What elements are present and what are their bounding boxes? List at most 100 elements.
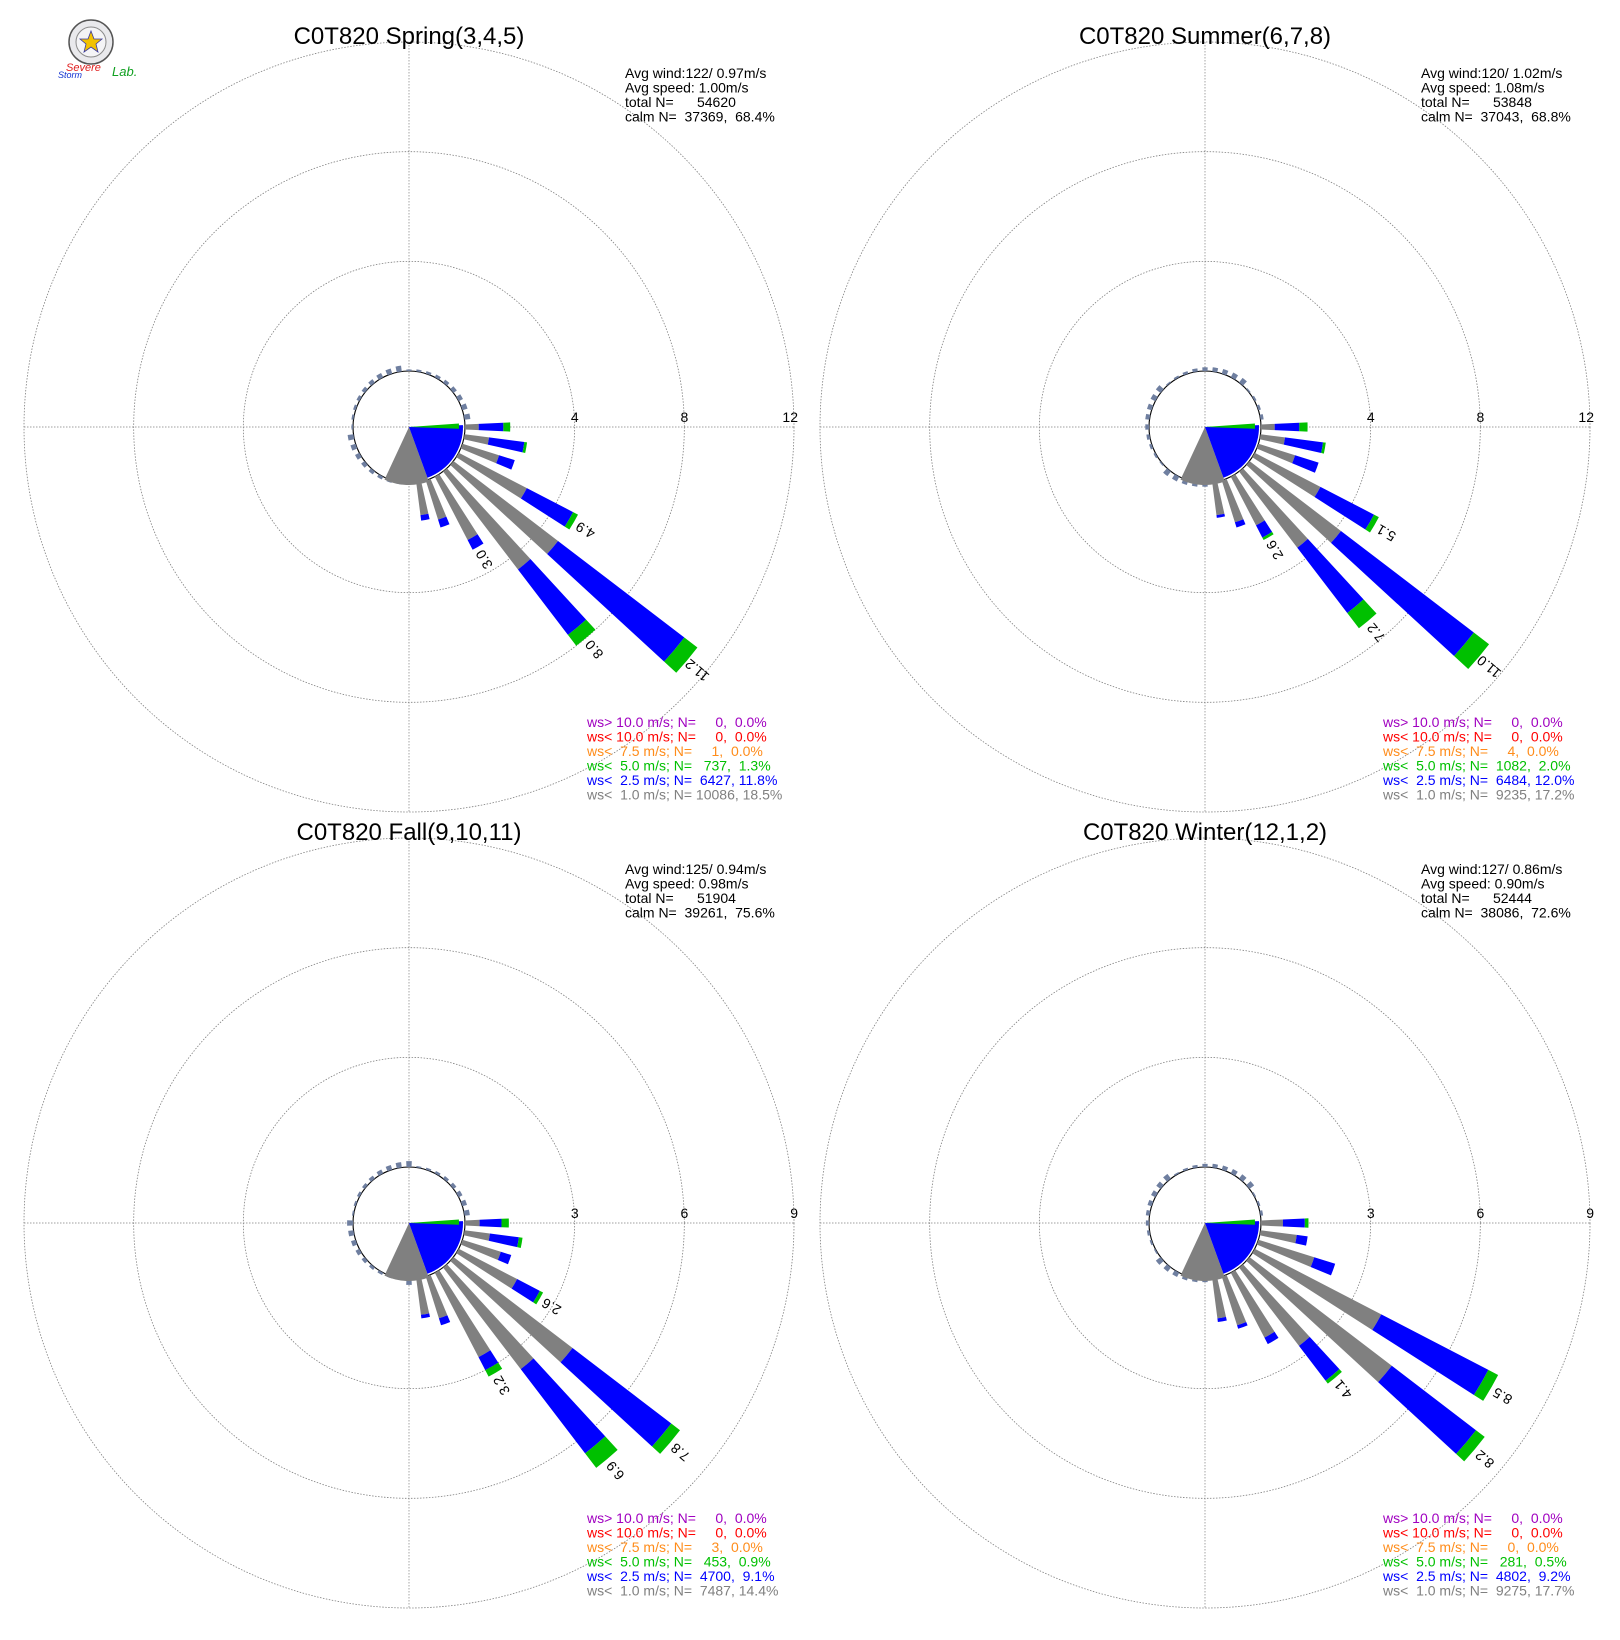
sector-bar-lt5 <box>1347 599 1377 629</box>
sector-total-label: 4.1 <box>1330 1377 1355 1402</box>
sector-bar-lt2p5 <box>1282 1218 1305 1228</box>
stat-line: calm N= 39261, 75.6% <box>625 905 775 921</box>
sector-total-label: 6.9 <box>603 1458 628 1483</box>
sector-stub <box>416 369 422 373</box>
sector-stub <box>1155 385 1164 393</box>
sector-stub <box>1212 367 1219 373</box>
sector-stub <box>1182 1167 1189 1172</box>
sector-bar-lt2p5 <box>478 1350 499 1371</box>
sector-bar-lt2p5 <box>1237 1321 1248 1329</box>
center-fan-green <box>409 1219 459 1225</box>
sector-stub <box>1145 1220 1150 1226</box>
sector-stub <box>347 434 355 441</box>
sector-stub <box>1146 434 1151 440</box>
sector-stub <box>1150 393 1158 402</box>
sector-stub <box>460 1199 468 1207</box>
sector-bar-lt2p5 <box>496 455 515 470</box>
sector-bar-lt2p5 <box>1372 1314 1489 1395</box>
stat-line: calm N= 37043, 68.8% <box>1421 109 1571 125</box>
sector-bar-lt1 <box>1212 481 1225 516</box>
sector-stub <box>355 1248 362 1256</box>
sector-bar-lt1 <box>463 434 490 445</box>
sector-total-label: 2.6 <box>1263 537 1287 562</box>
stat-line: calm N= 38086, 72.6% <box>1421 905 1571 921</box>
sector-stub <box>368 379 375 386</box>
sector-bar-lt5 <box>1456 1430 1485 1462</box>
sector-stub <box>377 1270 384 1276</box>
panel-title: C0T820 Fall(9,10,11) <box>297 819 522 846</box>
sector-bar-lt1 <box>1256 1239 1315 1267</box>
stat-line: total N= 53848 <box>1421 94 1532 110</box>
sector-stub <box>1252 395 1257 402</box>
sector-bar-lt5 <box>517 1237 523 1248</box>
sector-stub <box>450 1182 457 1189</box>
calm-fan <box>384 427 429 485</box>
legend-entry: ws< 5.0 m/s; N= 453, 0.9% <box>586 1554 771 1570</box>
sector-bar-lt2p5 <box>1264 1331 1279 1345</box>
sector-stub <box>1145 1209 1151 1216</box>
sector-bar-lt5 <box>1325 1369 1342 1384</box>
sector-bar-lt5 <box>585 1436 618 1468</box>
legend-entry: ws< 7.5 m/s; N= 4, 0.0% <box>1382 743 1559 759</box>
sector-stub <box>1146 1230 1151 1236</box>
panel-title: C0T820 Spring(3,4,5) <box>294 23 525 50</box>
sector-stub <box>377 474 384 480</box>
calm-fan <box>384 1223 429 1281</box>
sector-bar-lt2p5 <box>517 559 587 635</box>
ring-label: 8 <box>1477 409 1485 425</box>
sector-bar-lt1 <box>416 1277 430 1315</box>
sector-bar-lt5 <box>567 619 596 646</box>
sector-stub <box>434 374 441 380</box>
legend-entry: ws< 5.0 m/s; N= 281, 0.5% <box>1382 1554 1567 1570</box>
sector-stub <box>1171 474 1180 482</box>
windrose-panel-4: 3 6 9 8.5 8.2 4.1 C0T820 Winter(12,1,2) Avg win… <box>819 819 1594 1609</box>
sector-stub <box>1259 414 1264 420</box>
sector-stub <box>376 1169 384 1176</box>
legend-entry: ws< 5.0 m/s; N= 737, 1.3% <box>586 758 771 774</box>
sector-stub <box>351 414 355 420</box>
sector-bar-lt2p5 <box>520 1358 606 1454</box>
sector-bar-lt1 <box>1252 452 1321 498</box>
sector-stub <box>355 452 362 460</box>
legend-entry: ws< 7.5 m/s; N= 0, 0.0% <box>1382 1539 1559 1555</box>
center-fan-green <box>409 423 459 429</box>
legend-entry: ws< 2.5 m/s; N= 6427, 11.8% <box>586 772 777 788</box>
sector-bar-lt1 <box>425 478 447 520</box>
center-fan <box>1205 1221 1260 1274</box>
sector-stub <box>1156 1181 1164 1189</box>
sector-bar-lt1 <box>443 1264 534 1370</box>
sector-bar-lt1 <box>1259 434 1286 445</box>
sector-total-label: 4.9 <box>573 518 598 542</box>
stat-line: Avg wind:125/ 0.94m/s <box>625 861 766 877</box>
stat-line: total N= 52444 <box>1421 890 1532 906</box>
sector-stub <box>347 1220 354 1226</box>
sector-stub <box>463 413 471 420</box>
sector-bar-lt2p5 <box>1256 520 1273 538</box>
sector-stub <box>406 369 412 372</box>
sector-bar-lt1 <box>1239 1264 1310 1346</box>
sector-stub <box>1163 468 1171 477</box>
sector-stub <box>450 386 457 393</box>
legend-entry: ws< 5.0 m/s; N= 1082, 2.0% <box>1382 758 1571 774</box>
sector-stub <box>1153 452 1158 459</box>
sector-stub <box>1256 1200 1261 1207</box>
sector-stub <box>1202 1163 1208 1168</box>
sector-stub <box>1146 403 1154 411</box>
legend-entry: ws< 2.5 m/s; N= 6484, 12.0% <box>1382 772 1574 788</box>
sector-bar-lt1 <box>1246 1257 1392 1383</box>
sector-stub <box>1155 1257 1164 1265</box>
sector-stub <box>1174 1171 1180 1176</box>
sector-bar-lt1 <box>464 423 479 431</box>
logo-star-icon <box>78 29 104 53</box>
legend-entry: ws> 10.0 m/s; N= 0, 0.0% <box>586 1510 767 1526</box>
ring-label: 3 <box>1367 1205 1375 1221</box>
sector-bar-lt2p5 <box>560 1348 672 1447</box>
sector-stub <box>1202 367 1208 372</box>
sector-stub <box>1221 368 1229 376</box>
sector-stub <box>395 1162 402 1169</box>
logo-text-storm: Storm <box>58 70 83 80</box>
legend-entry: ws< 2.5 m/s; N= 4802, 9.2% <box>1382 1568 1571 1584</box>
sector-stub <box>1182 371 1189 376</box>
